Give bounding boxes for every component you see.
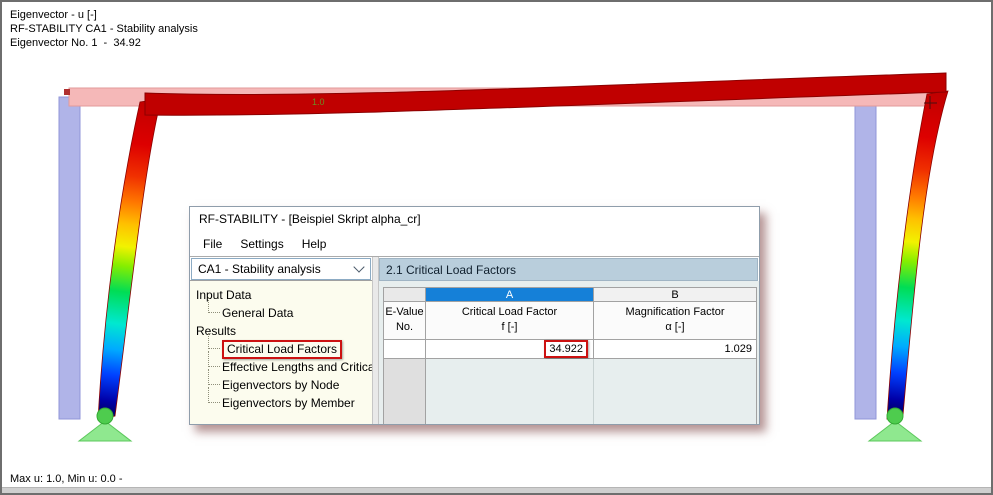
- caption-line-quantity: Eigenvector - u [-]: [10, 9, 97, 21]
- caption-line-case: RF-STABILITY CA1 - Stability analysis: [10, 23, 198, 35]
- table-empty-area: [383, 359, 757, 424]
- menu-settings[interactable]: Settings: [240, 237, 284, 251]
- deformed-beam: [144, 72, 947, 116]
- letter-cell-stub: [383, 287, 426, 302]
- tree-item-eigenvectors-by-node[interactable]: Eigenvectors by Node: [206, 369, 372, 394]
- annotation-box-tree: Critical Load Factors: [222, 340, 343, 359]
- undeformed-column-right: [854, 96, 877, 420]
- magnification-factor-cell[interactable]: 1.029: [594, 340, 757, 359]
- table-header-row: E-Value No. Critical Load Factor f [-] M…: [383, 302, 757, 340]
- letter-cell-a[interactable]: A: [426, 287, 594, 302]
- minmax-status-text: Max u: 1.0, Min u: 0.0 -: [10, 473, 123, 485]
- navigator-tree: Input Data General Data Results Critical…: [190, 280, 372, 424]
- dialog-body: CA1 - Stability analysis Input Data Gene…: [190, 256, 759, 424]
- section-title: 2.1 Critical Load Factors: [379, 258, 758, 281]
- load-case-value: CA1 - Stability analysis: [198, 262, 321, 276]
- caption-line-eigenvector: Eigenvector No. 1 - 34.92: [10, 37, 141, 49]
- rf-stability-dialog: RF-STABILITY - [Beispiel Skript alpha_cr…: [189, 206, 760, 425]
- header-evalue: E-Value No.: [383, 302, 426, 340]
- results-panel: 2.1 Critical Load Factors A B E-Value No…: [379, 257, 759, 424]
- tree-item-general-data[interactable]: General Data: [206, 297, 372, 322]
- menu-file[interactable]: File: [203, 237, 223, 251]
- dialog-titlebar[interactable]: RF-STABILITY - [Beispiel Skript alpha_cr…: [190, 207, 759, 232]
- header-magnification-factor: Magnification Factor α [-]: [594, 302, 757, 340]
- tree-item-effective-lengths[interactable]: Effective Lengths and Critical L: [206, 351, 372, 376]
- menu-bar: File Settings Help: [190, 232, 759, 256]
- statusbar-strip: [2, 487, 991, 493]
- tree-item-results[interactable]: Results: [196, 324, 237, 338]
- panel-splitter[interactable]: [372, 257, 379, 424]
- header-critical-load-factor: Critical Load Factor f [-]: [426, 302, 594, 340]
- hinged-support-right: [867, 407, 923, 442]
- dialog-title: RF-STABILITY - [Beispiel Skript alpha_cr…: [199, 212, 421, 226]
- tree-item-input-data[interactable]: Input Data: [196, 288, 252, 302]
- chevron-down-icon: [353, 261, 365, 273]
- undeformed-column-left: [58, 96, 81, 420]
- menu-help[interactable]: Help: [301, 237, 327, 251]
- result-caption: Eigenvector - u [-] RF-STABILITY CA1 - S…: [10, 8, 198, 50]
- results-table: A B E-Value No. Critical Load Factor f […: [379, 281, 759, 424]
- beam-value-label: 1.0: [312, 97, 325, 107]
- table-row: 1 34.922 1.029: [383, 340, 757, 359]
- navigator-panel: CA1 - Stability analysis Input Data Gene…: [190, 257, 372, 424]
- column-letter-row: A B: [383, 287, 757, 302]
- tree-item-critical-load-factors[interactable]: Critical Load Factors: [206, 333, 372, 359]
- deformed-column-left: [97, 98, 162, 421]
- row-number-cell[interactable]: 1: [383, 340, 426, 359]
- hinged-support-left: [77, 407, 133, 442]
- critical-load-factor-cell[interactable]: 34.922: [426, 340, 594, 359]
- deformed-column-right: [886, 90, 949, 420]
- node-marker-left: [64, 89, 70, 95]
- letter-cell-b[interactable]: B: [594, 287, 757, 302]
- load-case-select[interactable]: CA1 - Stability analysis: [191, 258, 371, 280]
- tree-item-eigenvectors-by-member[interactable]: Eigenvectors by Member: [206, 387, 372, 412]
- annotation-box-value: 34.922: [544, 340, 588, 358]
- node-marker-right: [924, 96, 937, 109]
